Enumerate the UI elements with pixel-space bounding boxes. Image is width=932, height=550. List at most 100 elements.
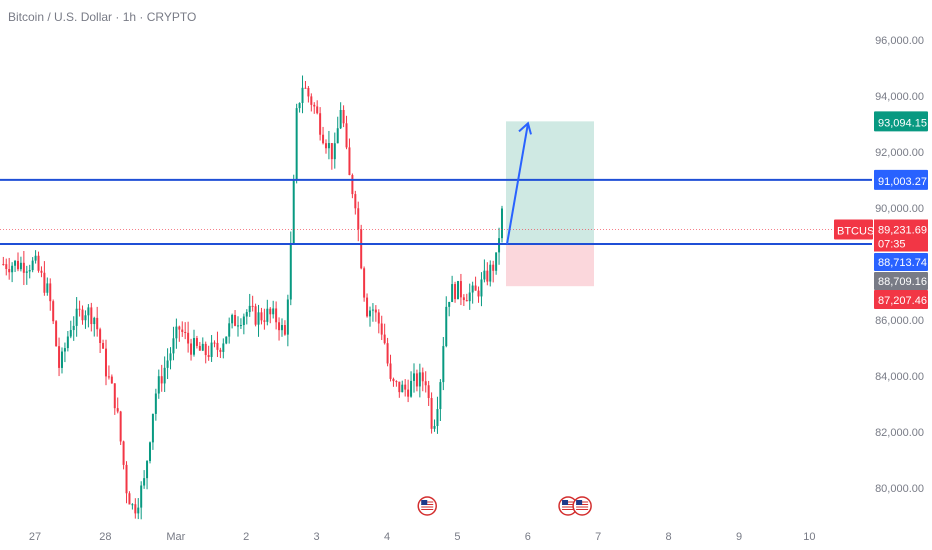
candle-body: [404, 384, 407, 390]
candle-body: [93, 317, 96, 325]
candle-body: [298, 102, 301, 109]
horizontal-levels[interactable]: [0, 178, 872, 246]
candle-body: [8, 269, 11, 273]
time-axis[interactable]: 27 28 Mar 2 3 4 5 6 7 8 9 10: [29, 531, 816, 543]
last-price-tag: 89,231.69: [878, 225, 927, 237]
candle-body: [239, 325, 242, 327]
candle-body: [492, 264, 495, 271]
candle-body: [134, 504, 137, 514]
candle-body: [427, 385, 430, 399]
candle-body: [137, 507, 140, 514]
candle-body: [66, 336, 69, 349]
time-axis-label: 10: [803, 531, 815, 543]
candle-body: [401, 384, 404, 393]
time-axis-label: 4: [384, 531, 390, 543]
flag-canton: [576, 500, 583, 505]
event-markers[interactable]: [417, 496, 592, 516]
candle-body: [465, 300, 468, 302]
candle-body: [87, 307, 90, 316]
candle-body: [251, 305, 254, 307]
candle-body: [368, 310, 371, 317]
candle-body: [395, 381, 398, 383]
price-axis-label: 80,000.00: [875, 483, 924, 495]
candle-body: [245, 312, 248, 317]
flag-event-icon: [417, 496, 437, 516]
candle-body: [442, 346, 445, 383]
price-axis-label: 86,000.00: [875, 315, 924, 327]
candle-body: [345, 123, 348, 148]
candle-body: [254, 306, 257, 325]
candle-body: [322, 134, 325, 144]
candle-body: [421, 372, 424, 382]
candle-body: [389, 363, 392, 379]
entry-price-tag: 88,709.16: [878, 276, 927, 288]
time-axis-label: 28: [99, 531, 111, 543]
candle-body: [260, 312, 263, 321]
candle-body: [216, 342, 219, 350]
candle-body: [11, 265, 14, 273]
candle-body: [184, 331, 187, 333]
candle-body: [125, 464, 128, 494]
candle-body: [330, 143, 333, 160]
candle-body: [289, 243, 292, 300]
candle-body: [207, 355, 210, 357]
price-axis-label: 82,000.00: [875, 427, 924, 439]
candle-body: [480, 279, 483, 297]
symbol-tag: BTCUSD: [837, 226, 882, 238]
candle-body: [269, 308, 272, 315]
candle-body: [43, 272, 46, 293]
candle-body: [468, 292, 471, 302]
stop-zone: [506, 244, 594, 287]
candle-body: [175, 326, 178, 339]
candle-body: [157, 376, 160, 394]
candle-body: [84, 315, 87, 321]
time-axis-label: 5: [454, 531, 460, 543]
candle-body: [160, 376, 163, 384]
candle-body: [110, 376, 113, 384]
candle-body: [295, 108, 298, 181]
candle-body: [166, 360, 169, 368]
candle-body: [5, 264, 8, 270]
candle-body: [336, 128, 339, 144]
candle-body: [283, 325, 286, 335]
candle-body: [327, 143, 330, 149]
price-axis[interactable]: 96,000.00 94,000.00 92,000.00 90,000.00 86,0…: [875, 35, 924, 495]
candle-body: [99, 329, 102, 344]
candle-body: [163, 367, 166, 384]
candle-body: [263, 320, 266, 322]
candle-body: [146, 461, 149, 479]
candle-body: [412, 373, 415, 381]
candle-body: [19, 262, 22, 270]
candle-body: [60, 351, 63, 368]
candle-body: [383, 334, 386, 344]
candle-body: [113, 383, 116, 409]
time-axis-label: 3: [314, 531, 320, 543]
candle-body: [151, 413, 154, 443]
candle-body: [483, 270, 486, 280]
candle-body: [386, 343, 389, 364]
candle-body: [143, 478, 146, 486]
flag-canton: [421, 500, 428, 505]
candle-body: [316, 106, 319, 114]
candle-body: [459, 281, 462, 298]
candle-body: [16, 260, 19, 270]
candle-body: [178, 326, 181, 330]
flag-canton: [562, 500, 569, 505]
candle-body: [49, 283, 52, 302]
candle-body: [195, 338, 198, 346]
candle-body: [2, 264, 5, 265]
candle-body: [55, 321, 58, 347]
candle-body: [500, 208, 503, 239]
candle-body: [292, 180, 295, 244]
candle-body: [75, 308, 78, 326]
candle-body: [474, 285, 477, 291]
candle-body: [456, 281, 459, 300]
candle-body: [307, 88, 310, 97]
candle-body: [280, 325, 283, 331]
candle-body: [181, 329, 184, 332]
target-arrow[interactable]: [506, 121, 532, 245]
candle-body: [37, 255, 40, 271]
candle-body: [272, 308, 275, 315]
candle-body: [222, 343, 225, 352]
